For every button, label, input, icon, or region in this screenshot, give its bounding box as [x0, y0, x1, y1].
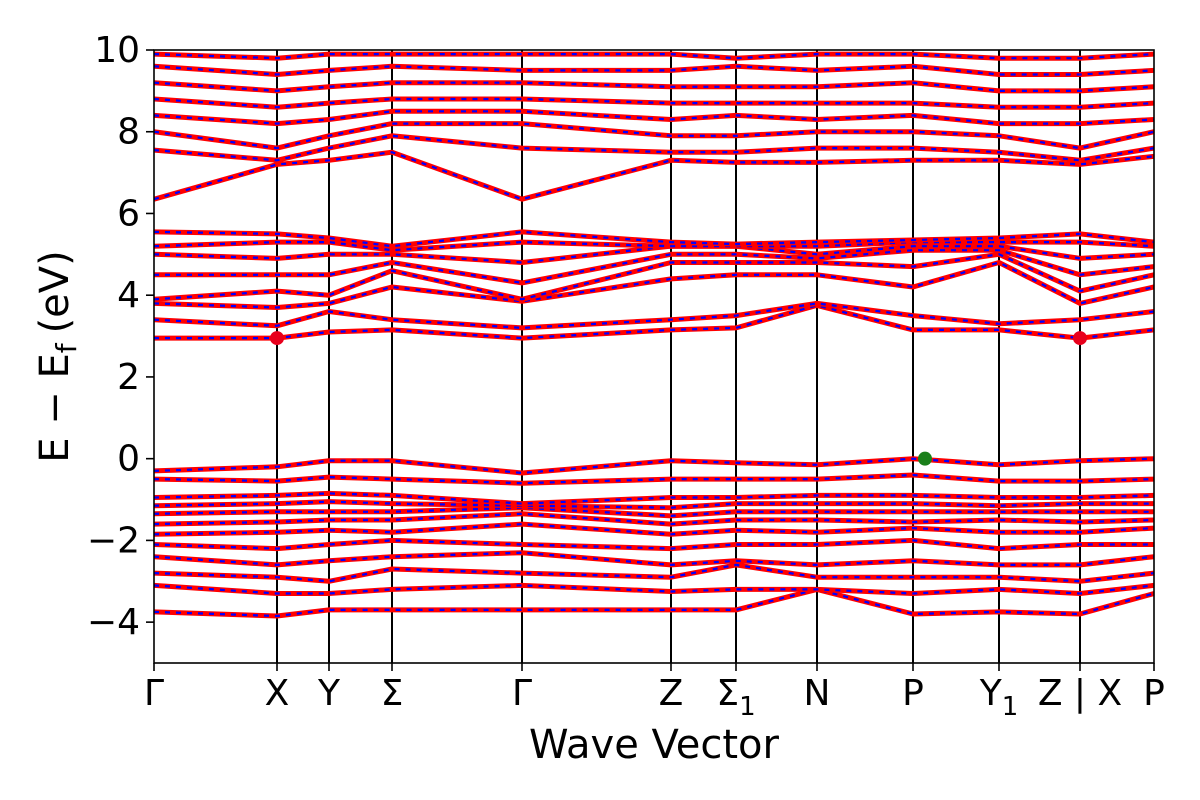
band-line-22 — [154, 121, 1154, 151]
band-line-dash-7 — [154, 506, 1154, 518]
band-line-dash-16 — [154, 249, 1154, 285]
y-tick-label-3: 2 — [117, 357, 140, 398]
x-tick-label-10: Z | X — [1038, 673, 1122, 714]
y-axis-title: E − Ef (eV) — [32, 250, 83, 463]
band-edge-markers — [270, 331, 1087, 466]
y-tick-label-5: 6 — [117, 193, 140, 234]
x-tick-label-9: Y1 — [979, 673, 1019, 722]
y-axis-title-main: E − E — [32, 353, 78, 463]
band-line-dash-18 — [154, 240, 1154, 252]
band-line-3 — [154, 550, 1154, 568]
y-tick-label-7: 10 — [94, 30, 140, 71]
x-tick-label-6: Σ1 — [716, 673, 755, 722]
y-tick-label-0: −4 — [87, 602, 140, 643]
band-line-dash-9 — [154, 492, 1154, 505]
x-tick-label-7: N — [804, 673, 831, 714]
band-line-dash-5 — [154, 522, 1154, 536]
band-line-23 — [154, 108, 1154, 127]
x-tick-label-8: P — [902, 673, 924, 714]
band-edge-marker-2 — [918, 451, 932, 466]
band-line-dash-0 — [154, 588, 1154, 618]
x-tick-label-5: Z — [659, 673, 684, 714]
band-line-11 — [154, 456, 1154, 476]
band-line-dash-3 — [154, 551, 1154, 567]
x-tick-label-1: X — [265, 673, 290, 714]
band-line-dash-24 — [154, 97, 1154, 109]
band-line-dash-13 — [154, 302, 1154, 330]
y-tick-label-1: −2 — [87, 520, 140, 561]
x-tick-label-0: Γ — [144, 673, 164, 714]
band-line-dash-1 — [154, 584, 1154, 595]
band-line-26 — [154, 63, 1154, 77]
y-tick-label-2: 0 — [117, 439, 140, 480]
x-tick-label-sub-6: 1 — [739, 692, 756, 722]
x-tick-label-sub-9: 1 — [1002, 692, 1019, 722]
x-axis-title: Wave Vector — [529, 722, 780, 768]
band-line-dash-15 — [154, 253, 1154, 301]
band-line-20 — [154, 149, 1154, 202]
band-line-24 — [154, 96, 1154, 110]
band-line-dash-23 — [154, 110, 1154, 125]
y-axis-ticks: −4 −2 0 2 4 6 8 10 — [87, 30, 154, 643]
x-tick-label-3: Σ — [381, 673, 404, 714]
y-tick-label-6: 8 — [117, 112, 140, 153]
y-axis-title-unit: (eV) — [32, 250, 78, 333]
band-line-dash-2 — [154, 563, 1154, 583]
band-line-dash-22 — [154, 122, 1154, 150]
band-line-dash-11 — [154, 457, 1154, 475]
y-axis-title-sub: f — [50, 342, 83, 353]
band-line-dash-14 — [154, 261, 1154, 309]
band-line-dash-6 — [154, 512, 1154, 526]
band-line-dash-4 — [154, 539, 1154, 550]
band-line-dash-21 — [154, 134, 1154, 162]
band-line-dash-27 — [154, 52, 1154, 60]
x-tick-label-4: Γ — [512, 673, 532, 714]
band-line-dash-25 — [154, 81, 1154, 93]
y-tick-label-4: 4 — [117, 275, 140, 316]
band-lines — [154, 51, 1154, 619]
x-axis-ticks: Γ X Y Σ Γ Z Σ1 N P Y1 Z | X P — [144, 663, 1165, 722]
band-line-dash-8 — [154, 500, 1154, 509]
plot-frame — [153, 49, 1155, 664]
band-line-dash-10 — [154, 473, 1154, 485]
band-edge-marker-1 — [1073, 331, 1087, 346]
band-edge-marker-0 — [270, 331, 284, 346]
band-line-dash-12 — [154, 304, 1154, 340]
x-tick-label-11: P — [1143, 673, 1165, 714]
x-tick-label-2: Y — [317, 673, 341, 714]
band-line-25 — [154, 80, 1154, 94]
band-line-dash-19 — [154, 230, 1154, 248]
band-line-dash-26 — [154, 65, 1154, 76]
